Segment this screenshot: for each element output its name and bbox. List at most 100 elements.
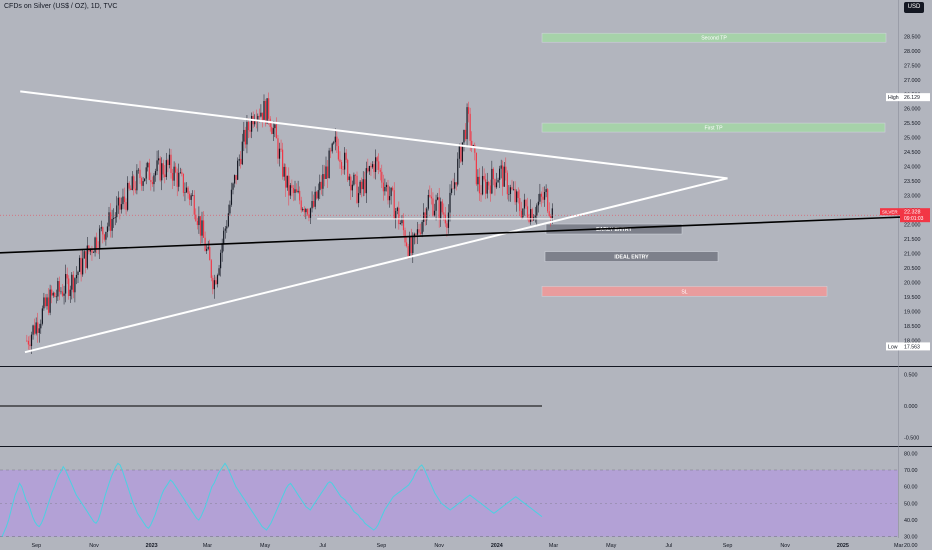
candle-down (525, 199, 527, 207)
candle-down (29, 344, 31, 347)
candle-up (99, 228, 101, 250)
candle-down (306, 208, 309, 215)
candle-down (406, 242, 408, 247)
candle-down (291, 185, 293, 188)
candle-up (100, 227, 102, 229)
candle-down (492, 168, 495, 180)
candle-down (125, 202, 127, 210)
candle-up (401, 220, 403, 224)
rsi-tick-label: 70.00 (904, 468, 918, 474)
candle-down (393, 190, 395, 219)
candle-up (232, 183, 234, 190)
candle-down (244, 129, 247, 145)
candle-down (379, 169, 381, 172)
candle-up (127, 182, 129, 210)
candle-up (371, 164, 374, 168)
candle-up (509, 187, 512, 194)
candle-down (140, 178, 143, 186)
candle-down (488, 181, 490, 186)
candle-down (292, 187, 295, 193)
zone-label: IDEAL ENTRY (614, 255, 649, 261)
zone-label: EARLY ENTRY (596, 227, 632, 233)
candle-down (164, 174, 166, 178)
candle-up (192, 195, 194, 196)
candle-up (55, 296, 57, 298)
candle-up (179, 172, 181, 173)
candle-up (457, 158, 459, 185)
candle-down (133, 176, 135, 189)
rsi-tick-label: 50.00 (904, 501, 918, 507)
time-tick-label: Nov (434, 543, 444, 549)
drawings-layer (0, 90, 929, 354)
candle-up (395, 210, 397, 219)
candle-up (32, 325, 34, 335)
price-tick-label: 20.000 (904, 281, 921, 287)
candle-up (251, 116, 253, 132)
candle-up (260, 112, 262, 117)
candle-up (220, 252, 222, 269)
candle-down (494, 179, 496, 188)
price-tick-label: 28.500 (904, 34, 921, 40)
candle-up (491, 168, 493, 194)
candle-down (367, 168, 369, 172)
candle-up (450, 188, 453, 193)
candle-down (167, 160, 169, 165)
zone-label: First TP (704, 126, 723, 132)
candle-down (364, 179, 366, 194)
candle-down (189, 193, 191, 200)
candle-up (365, 168, 367, 194)
candle-up (46, 297, 48, 307)
zone-second-tp (541, 32, 887, 43)
trendline-lower (24, 177, 728, 354)
candle-up (158, 158, 160, 161)
candle-up (508, 193, 510, 195)
candle-down (176, 172, 178, 187)
time-tick-label: Sep (377, 543, 387, 549)
time-tick-label: 2023 (146, 543, 158, 549)
candle-up (522, 208, 524, 218)
candle-down (339, 159, 341, 163)
candle-up (257, 115, 259, 122)
rsi-line (1, 462, 543, 537)
price-tick-label: 27.000 (904, 78, 921, 84)
candle-up (226, 226, 228, 229)
candle-up (116, 205, 118, 218)
candle-up (165, 160, 167, 178)
candle-down (483, 175, 485, 180)
candle-up (178, 172, 180, 187)
zone-sl (541, 286, 828, 297)
candle-up (122, 196, 124, 205)
candle-down (548, 211, 550, 217)
last-price-box (900, 208, 930, 223)
candle-up (173, 166, 175, 181)
candle-down (109, 212, 112, 231)
candle-up (412, 237, 414, 254)
candle-up (545, 189, 547, 193)
candle-up (229, 204, 231, 214)
price-tick-label: 19.500 (904, 295, 921, 301)
candle-down (68, 278, 70, 297)
currency-button[interactable]: USD (904, 2, 924, 13)
candle-up (353, 174, 355, 185)
candle-up (481, 175, 484, 195)
candle-up (385, 184, 388, 187)
axis-layer: 28.50028.00027.50027.00026.50026.00025.5… (32, 34, 930, 549)
price-tick-label: 22.000 (904, 223, 921, 229)
candle-up (416, 229, 419, 235)
candle-up (86, 245, 88, 268)
candle-up (328, 150, 330, 179)
candle-up (390, 187, 392, 197)
candle-down (61, 291, 64, 296)
symbol-title[interactable]: CFDs on Silver (US$ / OZ), 1D, TVC (4, 3, 118, 10)
candle-down (316, 191, 318, 199)
candle-up (286, 175, 288, 188)
candle-down (446, 223, 448, 228)
price-tick-label: 24.500 (904, 150, 921, 156)
candle-down (181, 172, 183, 174)
price-tick-label: 25.500 (904, 121, 921, 127)
candle-up (466, 107, 468, 140)
candle-up (461, 142, 464, 162)
indicator-tick-label: 0.000 (904, 404, 918, 410)
candle-down (295, 189, 298, 193)
